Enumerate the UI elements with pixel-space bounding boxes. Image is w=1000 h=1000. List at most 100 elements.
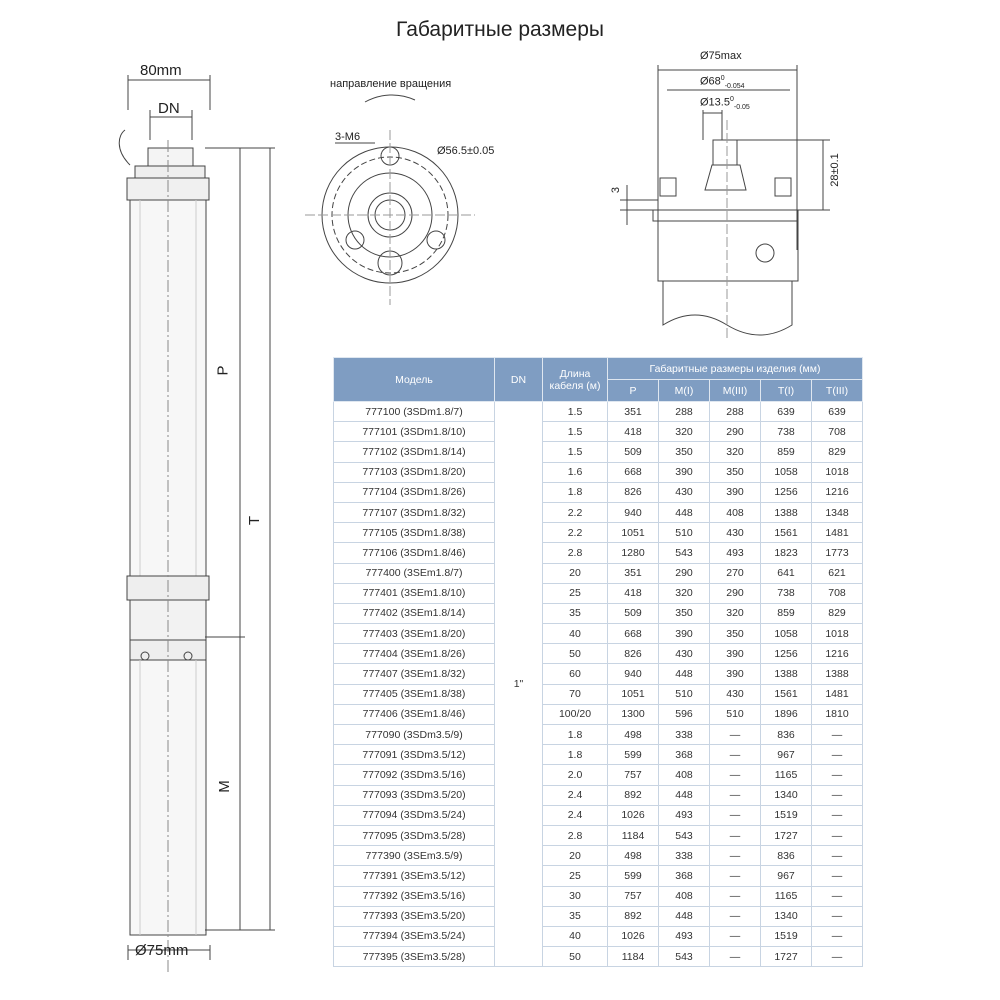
m-dimension: M	[215, 780, 233, 793]
table-row: 777403 (3SEm1.8/20) 40 668 390 350 1058 1018	[333, 623, 863, 645]
cell-p: 826	[607, 481, 659, 503]
table-row: 777094 (3SDm3.5/24) 2.4 1026 493—1519—	[333, 804, 863, 826]
cell-m3: —	[709, 723, 761, 746]
cell-m3: 350	[709, 623, 761, 645]
cell-t1: 1519	[760, 925, 812, 948]
table-row: 777101 (3SDm1.8/10) 1.5 418 320 290 738 708	[333, 421, 863, 443]
table-row: 777400 (3SEm1.8/7) 20 351 290 270 641 621	[333, 562, 863, 584]
cell-m1: 510	[658, 683, 710, 705]
cell-cable: 20	[542, 562, 608, 584]
cell-t1: 967	[760, 865, 812, 887]
header-dimensions-group: Габаритные размеры изделия (мм)	[607, 357, 863, 380]
cell-t3: 1810	[811, 703, 863, 726]
cell-cable: 1.5	[542, 441, 608, 463]
cell-t1: 1058	[760, 461, 812, 483]
cell-model: 777404 (3SEm1.8/26)	[333, 643, 495, 665]
cell-p: 668	[607, 623, 659, 645]
cell-t1: 1519	[760, 804, 812, 826]
cell-m1: 448	[658, 663, 710, 685]
cell-m1: 448	[658, 501, 710, 524]
cell-m3: —	[709, 824, 761, 847]
cell-t3: 621	[811, 562, 863, 584]
cell-m1: 430	[658, 481, 710, 503]
cell-m1: 288	[658, 400, 710, 423]
cell-model: 777405 (3SEm1.8/38)	[333, 683, 495, 705]
pump-top-view	[305, 94, 475, 305]
rotation-label: направление вращения	[330, 78, 452, 90]
cell-model: 777100 (3SDm1.8/7)	[333, 400, 495, 423]
cell-p: 892	[607, 905, 659, 927]
cell-cable: 70	[542, 683, 608, 705]
cell-m3: —	[709, 865, 761, 887]
cell-t1: 1561	[760, 522, 812, 544]
cell-p: 351	[607, 562, 659, 584]
cell-m1: 493	[658, 925, 710, 948]
cell-m1: 448	[658, 784, 710, 806]
cell-cable: 30	[542, 885, 608, 907]
header-t1: T(I)	[760, 379, 812, 402]
cell-cable: 50	[542, 946, 608, 968]
cell-p: 826	[607, 643, 659, 665]
cell-m3: —	[709, 925, 761, 948]
cell-m1: 408	[658, 885, 710, 907]
cell-cable: 1.8	[542, 723, 608, 746]
p-dimension: P	[214, 365, 232, 376]
cell-t3: 639	[811, 400, 863, 423]
flange-diameter-label: Ø680-0.054	[700, 75, 745, 90]
width-dimension: 80mm	[140, 62, 182, 79]
table-row: 777103 (3SDm1.8/20) 1.6 668 390 350 1058 1018	[333, 461, 863, 483]
pump-front-view	[620, 65, 830, 340]
cell-cable: 1.8	[542, 481, 608, 503]
cell-model: 777391 (3SEm3.5/12)	[333, 865, 495, 887]
cell-m3: 390	[709, 643, 761, 665]
cell-t1: 1165	[760, 885, 812, 907]
cell-t1: 836	[760, 845, 812, 867]
cell-m3: —	[709, 885, 761, 907]
cell-p: 509	[607, 441, 659, 463]
cell-t1: 967	[760, 744, 812, 766]
table-row: 777402 (3SEm1.8/14) 35 509 350 320 859 829	[333, 602, 863, 625]
cell-p: 1026	[607, 925, 659, 948]
cell-p: 1184	[607, 946, 659, 968]
cell-p: 418	[607, 582, 659, 604]
header-model: Модель	[333, 357, 495, 402]
cell-p: 1280	[607, 542, 659, 564]
cell-m3: 288	[709, 400, 761, 423]
cell-cable: 2.4	[542, 804, 608, 826]
cell-cable: 2.2	[542, 501, 608, 524]
cell-t3: —	[811, 723, 863, 746]
header-p: P	[607, 379, 659, 402]
table-row: 777405 (3SEm1.8/38) 70 1051 510 430 1561 1481	[333, 683, 863, 705]
cell-m3: 510	[709, 703, 761, 726]
cell-cable: 35	[542, 905, 608, 927]
cell-m3: —	[709, 946, 761, 968]
cell-cable: 1.5	[542, 400, 608, 423]
cell-model: 777393 (3SEm3.5/20)	[333, 905, 495, 927]
cell-m1: 493	[658, 804, 710, 826]
cell-cable: 20	[542, 845, 608, 867]
cell-m3: 290	[709, 582, 761, 604]
cell-cable: 1.6	[542, 461, 608, 483]
cell-t1: 1058	[760, 623, 812, 645]
cell-cable: 40	[542, 623, 608, 645]
cell-p: 668	[607, 461, 659, 483]
table-body: 777100 (3SDm1.8/7) 1" 1.5 351 288 288 639 639 77…	[333, 400, 863, 968]
cell-m3: —	[709, 905, 761, 927]
table-row: 777092 (3SDm3.5/16) 2.0 757 408—1165—	[333, 764, 863, 786]
cell-t1: 1388	[760, 501, 812, 524]
cell-cable: 50	[542, 643, 608, 665]
gap-label: 3	[610, 186, 623, 194]
cell-model: 777094 (3SDm3.5/24)	[333, 804, 495, 826]
cell-p: 509	[607, 602, 659, 625]
cell-m3: 493	[709, 542, 761, 564]
cell-model: 777103 (3SDm1.8/20)	[333, 461, 495, 483]
cell-t3: 829	[811, 441, 863, 463]
cell-p: 892	[607, 784, 659, 806]
cell-t3: 1481	[811, 522, 863, 544]
table-row: 777090 (3SDm3.5/9) 1.8 498 338—836—	[333, 723, 863, 746]
cell-model: 777107 (3SDm1.8/32)	[333, 501, 495, 524]
cell-p: 1051	[607, 683, 659, 705]
cell-m1: 368	[658, 744, 710, 766]
cell-p: 757	[607, 764, 659, 786]
